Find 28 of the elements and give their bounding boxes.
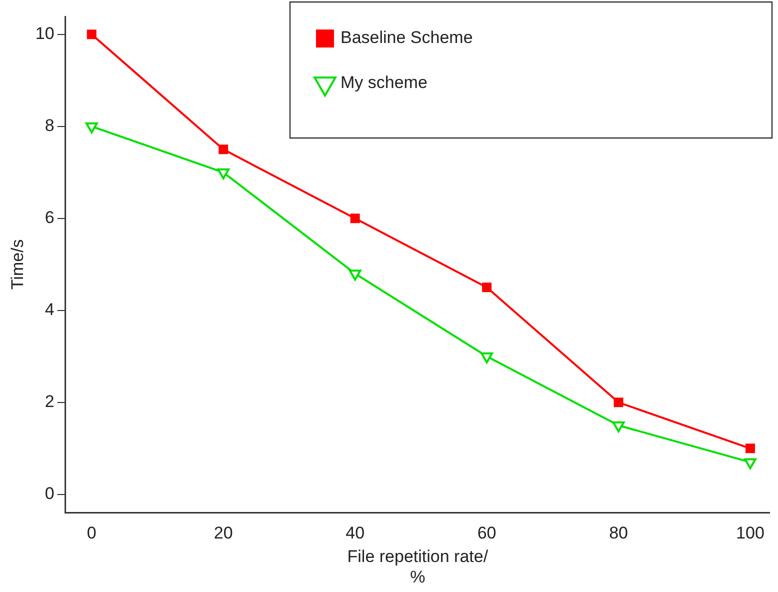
y-tick-label: 6 xyxy=(44,208,54,228)
y-tick-label: 10 xyxy=(35,24,54,44)
point xyxy=(746,444,755,454)
point xyxy=(85,122,98,134)
y-tick-label: 2 xyxy=(44,392,54,412)
y-axis-title: Time/s xyxy=(8,239,27,290)
x-tick-label: 20 xyxy=(214,524,233,543)
legend-label: Baseline Scheme xyxy=(340,28,473,48)
point xyxy=(218,144,228,154)
point xyxy=(86,30,96,40)
x-tick-label: 80 xyxy=(609,524,628,543)
x-tick-label: 100 xyxy=(736,524,764,543)
point xyxy=(744,458,756,470)
point xyxy=(350,214,360,224)
point xyxy=(482,282,492,292)
x-axis-title: File repetition rate/ % xyxy=(347,547,488,586)
point xyxy=(217,168,230,180)
y-tick-label: 8 xyxy=(44,116,54,136)
y-tick-label: 0 xyxy=(44,484,54,504)
x-tick-label: 0 xyxy=(86,524,96,543)
point xyxy=(612,421,625,432)
point xyxy=(480,352,494,364)
point xyxy=(348,270,362,281)
point xyxy=(614,398,624,408)
y-tick-label: 4 xyxy=(44,300,54,320)
legend-label: My scheme xyxy=(340,73,428,92)
x-tick-label: 60 xyxy=(477,524,496,543)
x-tick-label: 40 xyxy=(346,524,365,543)
